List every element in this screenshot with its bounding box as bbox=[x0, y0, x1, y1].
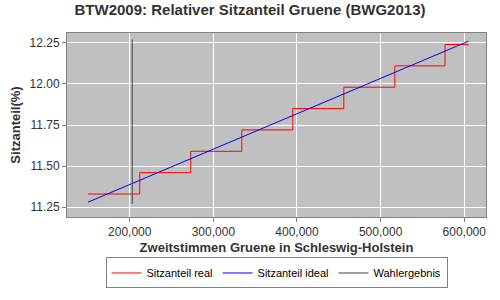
svg-text:BTW2009: Relativer Sitzanteil: BTW2009: Relativer Sitzanteil Gruene (BW… bbox=[75, 1, 426, 18]
svg-text:11.75: 11.75 bbox=[30, 118, 59, 132]
svg-text:Sitzanteil(%): Sitzanteil(%) bbox=[8, 86, 23, 163]
svg-text:11.50: 11.50 bbox=[30, 159, 59, 173]
svg-text:500,000: 500,000 bbox=[359, 225, 403, 239]
svg-text:11.25: 11.25 bbox=[30, 200, 59, 214]
svg-text:600,000: 600,000 bbox=[443, 225, 487, 239]
svg-text:12.00: 12.00 bbox=[30, 77, 60, 91]
svg-text:Sitzanteil real: Sitzanteil real bbox=[147, 267, 213, 279]
svg-text:Sitzanteil ideal: Sitzanteil ideal bbox=[258, 267, 329, 279]
svg-text:200,000: 200,000 bbox=[108, 225, 152, 239]
svg-text:400,000: 400,000 bbox=[275, 225, 319, 239]
svg-text:300,000: 300,000 bbox=[192, 225, 236, 239]
svg-text:12.25: 12.25 bbox=[30, 36, 60, 50]
svg-text:Wahlergebnis: Wahlergebnis bbox=[373, 267, 440, 279]
svg-text:Zweitstimmen Gruene in Schlesw: Zweitstimmen Gruene in Schleswig-Holstei… bbox=[140, 240, 414, 255]
